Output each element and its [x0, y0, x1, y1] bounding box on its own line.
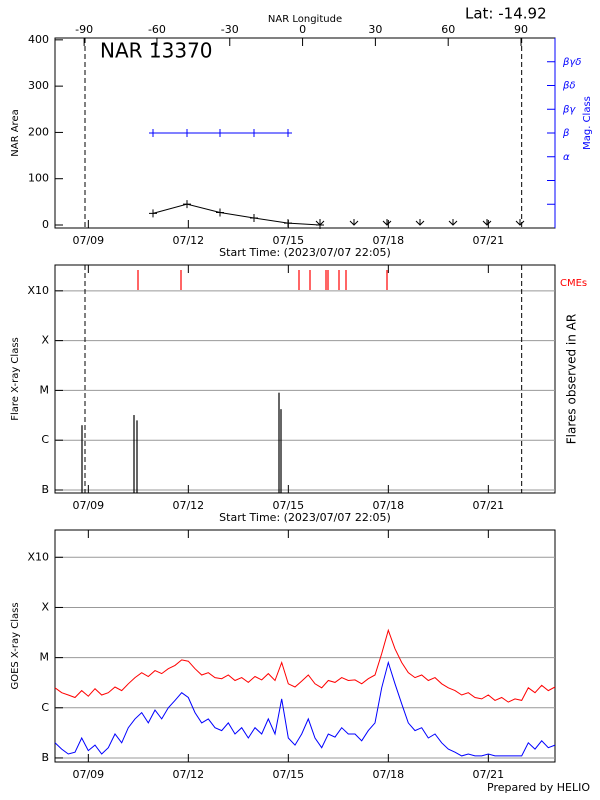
y-axis-label: GOES X-ray Class [10, 602, 21, 689]
y-tick-label: X [41, 600, 49, 613]
x-tick-label: 07/09 [72, 768, 104, 781]
point-marker [284, 219, 292, 228]
y-tick-label: X [41, 334, 49, 347]
x-axis-label: Start Time: (2023/07/07 22:05) [219, 246, 391, 259]
x-tick-label: 07/12 [172, 499, 204, 512]
x2-tick-label: 60 [441, 23, 455, 36]
no-data-arrow [382, 218, 392, 226]
x-tick-label: 07/09 [72, 499, 104, 512]
y2-axis-label: Flares observed in AR [565, 314, 579, 444]
x2-tick-label: 0 [299, 23, 306, 36]
y-tick-label: B [41, 483, 49, 496]
y-tick-label: 300 [28, 79, 49, 92]
x-tick-label: 07/12 [172, 234, 204, 247]
y2-tick-label: βγ [562, 104, 576, 115]
point-marker [183, 129, 191, 137]
x-tick-label: 07/15 [272, 234, 304, 247]
y-tick-label: X10 [27, 284, 49, 297]
x-tick-label: 07/15 [272, 768, 304, 781]
point-marker [216, 129, 224, 137]
no-data-arrow [315, 218, 325, 226]
point-marker [216, 208, 224, 217]
y-tick-label: M [40, 383, 50, 396]
y-tick-label: 400 [28, 33, 49, 46]
y-tick-label: B [41, 751, 49, 764]
point-marker [284, 129, 292, 137]
point-marker [183, 200, 191, 209]
y-axis-label: NAR Area [10, 109, 21, 156]
cme-label: CMEs [560, 278, 587, 289]
series-line [54, 660, 556, 757]
y-tick-label: X10 [27, 550, 49, 563]
y-tick-label: 0 [42, 218, 49, 231]
x2-tick-label: -60 [148, 23, 166, 36]
point-marker [250, 214, 258, 223]
x2-tick-label: 30 [368, 23, 382, 36]
y-tick-label: C [41, 701, 49, 714]
x2-tick-label: 90 [514, 23, 528, 36]
y2-axis-label: Mag. Class [582, 96, 593, 150]
x-axis-label: Start Time: (2023/07/07 22:05) [219, 511, 391, 524]
x-tick-label: 07/15 [272, 499, 304, 512]
x-tick-label: 07/09 [72, 234, 104, 247]
x-tick-label: 07/21 [472, 768, 504, 781]
y-tick-label: C [41, 433, 49, 446]
no-data-arrow [349, 218, 359, 226]
x-tick-label: 07/12 [172, 768, 204, 781]
x-tick-label: 07/18 [372, 234, 404, 247]
region-label: NAR 13370 [100, 39, 213, 63]
series-line [54, 628, 556, 703]
y2-tick-label: βγδ [562, 57, 581, 68]
x-tick-label: 07/21 [472, 234, 504, 247]
footer: Prepared by HELIO [487, 781, 590, 794]
point-marker [149, 129, 157, 137]
x2-tick-label: -90 [75, 23, 93, 36]
no-data-arrow [415, 218, 425, 226]
no-data-arrow [482, 218, 492, 226]
y-axis-label: Flare X-ray Class [10, 337, 21, 421]
no-data-arrow [448, 218, 458, 226]
x-tick-label: 07/18 [372, 499, 404, 512]
x-tick-label: 07/21 [472, 499, 504, 512]
no-data-arrow [515, 218, 525, 226]
point-marker [250, 129, 258, 137]
y-tick-label: 200 [28, 125, 49, 138]
x-tick-label: 07/18 [372, 768, 404, 781]
y2-tick-label: β [562, 128, 570, 139]
x2-tick-label: -30 [221, 23, 239, 36]
y2-tick-label: α [563, 152, 570, 163]
panel-frame [54, 529, 556, 763]
series-line [152, 203, 321, 226]
y2-tick-label: βδ [562, 81, 576, 92]
x2-axis-label: NAR Longitude [268, 14, 342, 25]
point-marker [149, 209, 157, 218]
latitude-label: Lat: -14.92 [465, 5, 547, 23]
y-tick-label: 100 [28, 172, 49, 185]
y-tick-label: M [40, 651, 50, 664]
panel-frame [54, 264, 556, 494]
